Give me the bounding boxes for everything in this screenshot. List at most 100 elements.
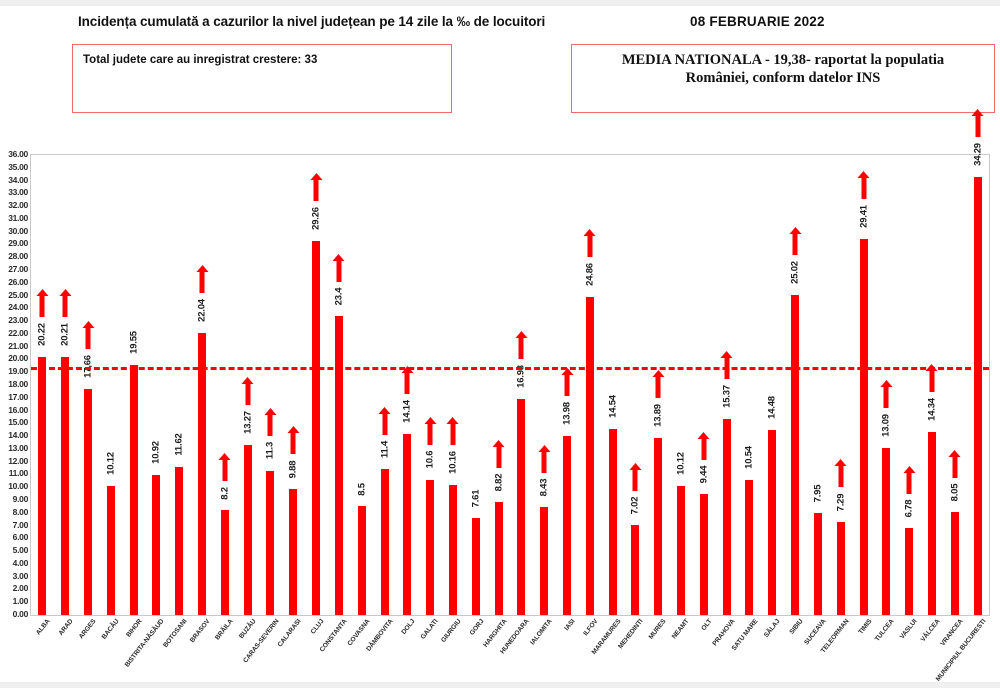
bar-column[interactable]: 34.29	[966, 114, 989, 615]
bar[interactable]	[243, 445, 252, 615]
callout-national-average: MEDIA NATIONALA - 19,38- raportat la pop…	[571, 44, 995, 113]
bar[interactable]	[905, 528, 914, 615]
bar[interactable]	[608, 429, 617, 615]
bar[interactable]	[84, 389, 92, 615]
increase-arrow-icon	[906, 471, 912, 494]
bar[interactable]	[289, 488, 298, 615]
bar[interactable]	[585, 297, 594, 615]
bar-column[interactable]: 16.93	[510, 155, 533, 615]
bar-column[interactable]: 8.43	[533, 155, 556, 615]
bar-value-label: 8.2	[219, 487, 231, 500]
bar[interactable]	[494, 502, 503, 615]
x-axis-tick-label: TULCEA	[874, 618, 896, 643]
bar-column[interactable]: 11.62	[168, 155, 191, 615]
bar-column[interactable]: 20.22	[31, 155, 54, 615]
bar-column[interactable]: 10.12	[99, 155, 122, 615]
bar[interactable]	[563, 436, 571, 615]
bar-column[interactable]: 7.95	[807, 155, 830, 615]
bar[interactable]	[403, 434, 412, 615]
bar-column[interactable]: 8.82	[487, 155, 510, 615]
bar[interactable]	[654, 437, 663, 615]
bar[interactable]	[334, 316, 343, 615]
bar-column[interactable]: 14.54	[601, 155, 624, 615]
bar-column[interactable]: 11.4	[373, 155, 396, 615]
bar[interactable]	[745, 480, 754, 615]
bar[interactable]	[380, 469, 389, 615]
increase-arrow-icon	[450, 423, 456, 446]
bar-column[interactable]: 10.54	[738, 155, 761, 615]
bar[interactable]	[198, 333, 207, 615]
bar[interactable]	[950, 512, 959, 615]
bar[interactable]	[631, 525, 640, 615]
bar-value-label: 11.3	[264, 442, 276, 460]
bar[interactable]	[448, 485, 457, 615]
y-axis-tick: 12.00	[8, 455, 28, 466]
bar-column[interactable]: 23.4	[328, 155, 351, 615]
bar-column[interactable]: 13.98	[556, 155, 579, 615]
bar[interactable]	[859, 239, 868, 615]
bar[interactable]	[677, 485, 686, 615]
bar[interactable]	[722, 418, 731, 615]
bar-column[interactable]: 15.37	[715, 155, 738, 615]
bar-column[interactable]: 19.55	[122, 155, 145, 615]
bar[interactable]	[768, 429, 777, 615]
bar[interactable]	[152, 475, 161, 615]
bar[interactable]	[38, 356, 47, 615]
bar[interactable]	[471, 517, 480, 615]
bar[interactable]	[540, 507, 549, 615]
bar-column[interactable]: 20.21	[54, 155, 77, 615]
bar-column[interactable]: 29.41	[852, 155, 875, 615]
bar-column[interactable]: 13.89	[647, 155, 670, 615]
x-axis-tick-label: IASI	[563, 618, 577, 633]
bar-column[interactable]: 10.16	[442, 155, 465, 615]
bar[interactable]	[517, 398, 526, 615]
bar-column[interactable]: 6.78	[898, 155, 921, 615]
bar-column[interactable]: 11.3	[259, 155, 282, 615]
y-axis-tick: 24.00	[8, 302, 28, 313]
bar-column[interactable]: 8.5	[350, 155, 373, 615]
bar-column[interactable]: 10.6	[419, 155, 442, 615]
bar-column[interactable]: 7.02	[624, 155, 647, 615]
bar[interactable]	[791, 295, 800, 615]
bar[interactable]	[312, 241, 321, 615]
bar-column[interactable]: 9.44	[692, 155, 715, 615]
bar-column[interactable]: 10.12	[670, 155, 693, 615]
bar-column[interactable]: 17,66	[77, 155, 100, 615]
bar-value-label: 14.54	[607, 395, 619, 419]
bar-column[interactable]: 14.48	[761, 155, 784, 615]
bar[interactable]	[927, 431, 936, 615]
bar[interactable]	[61, 356, 70, 615]
bar[interactable]	[699, 494, 708, 615]
y-axis-tick: 3.00	[12, 570, 29, 581]
bar-column[interactable]: 22.04	[191, 155, 214, 615]
bar[interactable]	[973, 176, 982, 615]
bar[interactable]	[266, 470, 275, 615]
bar-column[interactable]: 8.2	[213, 155, 236, 615]
bar-column[interactable]: 8.05	[943, 155, 966, 615]
bar-column[interactable]: 25.02	[784, 155, 807, 615]
y-axis-tick: 25.00	[8, 289, 28, 300]
bar[interactable]	[813, 513, 822, 615]
bar-column[interactable]: 14.14	[396, 155, 419, 615]
bar-column[interactable]: 29.26	[305, 155, 328, 615]
bar[interactable]	[836, 521, 845, 615]
x-axis-tick-label: DOLJ	[400, 618, 417, 636]
bar-column[interactable]: 13.09	[875, 155, 898, 615]
bar-column[interactable]: 7.29	[829, 155, 852, 615]
bar-column[interactable]: 14.34	[921, 155, 944, 615]
bar-value-label: 25.02	[789, 261, 801, 285]
bar-column[interactable]: 9.88	[282, 155, 305, 615]
increase-arrow-icon	[632, 468, 638, 491]
bar-column[interactable]: 13.27	[236, 155, 259, 615]
bar-column[interactable]: 24.86	[578, 155, 601, 615]
bar[interactable]	[357, 506, 366, 615]
bar[interactable]	[175, 466, 184, 615]
bar-column[interactable]: 10.92	[145, 155, 168, 615]
bar-column[interactable]: 7.61	[464, 155, 487, 615]
bar[interactable]	[106, 485, 115, 615]
bar[interactable]	[882, 447, 891, 615]
bar[interactable]	[426, 479, 435, 615]
increase-arrow-icon	[313, 179, 319, 202]
bar[interactable]	[220, 510, 229, 615]
bar[interactable]	[129, 365, 138, 615]
